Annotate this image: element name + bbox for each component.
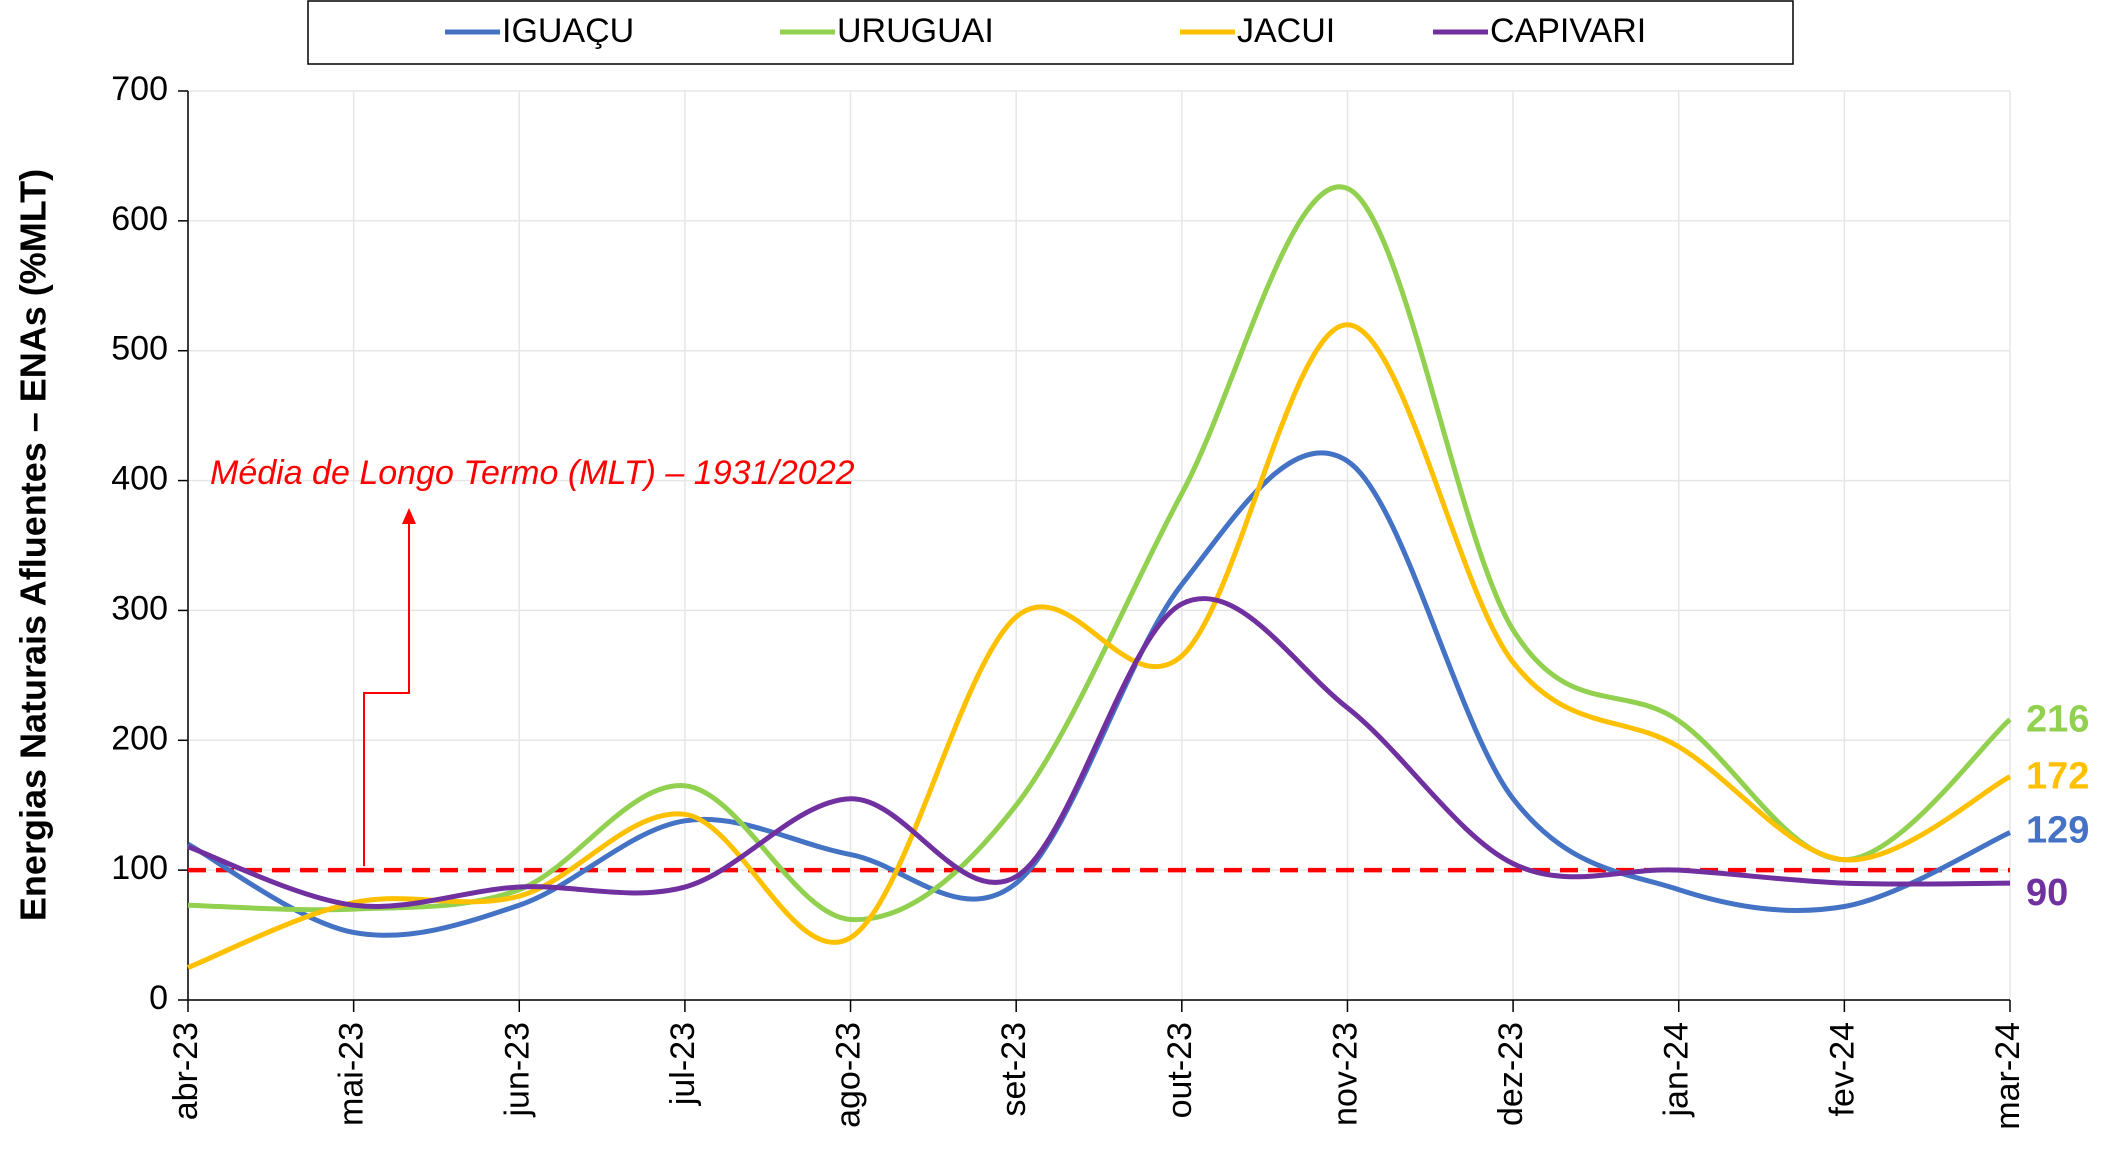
x-tick-label: set-23: [995, 1022, 1033, 1116]
y-tick-label: 700: [111, 70, 168, 108]
value-label: 129: [2026, 810, 2089, 852]
reference-label: Média de Longo Termo (MLT) – 1931/2022: [210, 454, 855, 492]
value-label: 90: [2026, 872, 2068, 914]
y-axis-title: Energias Naturais Afluentes – ENAs (%MLT…: [13, 169, 54, 921]
x-tick-label: mar-24: [1989, 1022, 2027, 1130]
y-tick-label: 200: [111, 719, 168, 757]
legend-label: IGUAÇU: [502, 12, 634, 50]
value-label: 172: [2026, 756, 2089, 798]
legend-label: CAPIVARI: [1490, 12, 1646, 50]
x-tick-label: fev-24: [1823, 1022, 1861, 1117]
x-tick-label: dez-23: [1492, 1022, 1530, 1126]
legend-label: URUGUAI: [837, 12, 994, 50]
x-tick-label: nov-23: [1326, 1022, 1364, 1126]
y-tick-label: 300: [111, 589, 168, 627]
x-tick-label: ago-23: [830, 1022, 868, 1128]
series-line: [186, 450, 2012, 938]
x-tick-label: jul-23: [664, 1022, 702, 1106]
legend-label: JACUI: [1237, 12, 1335, 50]
x-tick-label: mai-23: [333, 1022, 371, 1126]
x-tick-label: jun-23: [498, 1022, 536, 1118]
annotation-arrow: [363, 520, 410, 867]
x-tick-label: out-23: [1161, 1022, 1199, 1118]
series-line: [187, 596, 2011, 909]
y-tick-label: 100: [111, 849, 168, 887]
y-tick-label: 0: [149, 979, 168, 1017]
y-tick-label: 400: [111, 460, 168, 498]
y-tick-label: 600: [111, 200, 168, 238]
series-line: [187, 184, 2012, 922]
x-tick-label: jan-24: [1658, 1022, 1696, 1118]
x-tick-label: abr-23: [167, 1022, 205, 1120]
arrow-head: [402, 508, 416, 524]
legend-box: [307, 0, 1794, 65]
y-tick-label: 500: [111, 330, 168, 368]
series-line: [187, 322, 2012, 970]
value-label: 216: [2026, 699, 2089, 741]
